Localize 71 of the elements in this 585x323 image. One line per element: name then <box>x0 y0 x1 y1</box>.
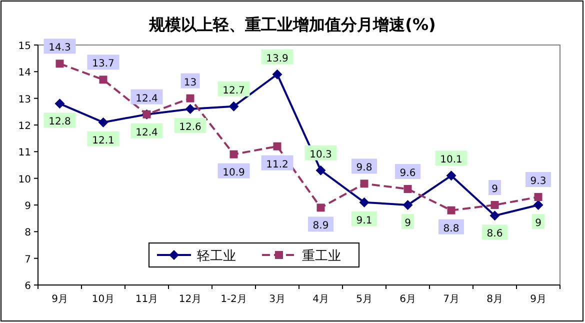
y-tick-label: 11 <box>18 148 31 159</box>
point <box>360 180 368 188</box>
x-tick-label: 5月 <box>356 294 372 305</box>
point <box>316 165 326 176</box>
y-tick-label: 6 <box>24 281 31 292</box>
x-tick-label: 4月 <box>312 294 329 305</box>
data-label: 12.6 <box>179 122 202 133</box>
point <box>404 185 412 193</box>
data-label: 12.4 <box>136 93 158 104</box>
point <box>447 206 456 214</box>
data-label: 13.9 <box>266 53 288 64</box>
data-label: 9 <box>492 184 498 195</box>
y-tick-label: 15 <box>18 41 31 52</box>
data-label: 14.3 <box>48 42 71 54</box>
point <box>272 69 282 80</box>
x-tick-label: 8月 <box>486 294 503 305</box>
point <box>534 193 542 201</box>
chart-title: 规模以上轻、重工业增加值分月增速(%) <box>148 15 436 34</box>
y-tick-label: 10 <box>18 174 31 186</box>
x-tick-label: 12月 <box>178 294 202 305</box>
data-label: 11.2 <box>266 159 288 170</box>
data-label: 10.3 <box>310 149 332 160</box>
data-label: 9.6 <box>400 168 416 179</box>
data-label: 9.3 <box>530 176 546 187</box>
data-label: 9.1 <box>356 215 372 226</box>
point <box>316 204 325 212</box>
point <box>99 76 108 84</box>
point <box>230 150 238 158</box>
data-label: 12.7 <box>222 85 245 96</box>
y-tick-label: 12 <box>18 121 31 132</box>
point <box>273 142 282 150</box>
data-label: 12.1 <box>92 135 114 146</box>
point <box>228 101 239 112</box>
x-tick-label: 11月 <box>135 294 158 305</box>
data-label: 9 <box>404 218 411 229</box>
x-tick-label: 10月 <box>92 294 115 305</box>
data-label: 13 <box>184 77 197 88</box>
y-tick-label: 9 <box>24 201 31 212</box>
point <box>490 201 499 209</box>
legend-label: 重工业 <box>302 249 341 264</box>
y-tick-label: 13 <box>18 94 31 106</box>
x-tick-label: 9月 <box>530 294 546 305</box>
y-tick-label: 14 <box>18 68 31 79</box>
data-label: 12.8 <box>48 116 71 128</box>
point <box>402 200 413 210</box>
point <box>446 170 456 181</box>
x-tick-label: 9月 <box>52 294 68 305</box>
x-tick-label: 3月 <box>269 294 286 305</box>
point <box>186 94 194 102</box>
legend-label: 轻工业 <box>197 249 236 264</box>
x-tick-label: 6月 <box>400 294 416 305</box>
data-label: 8.8 <box>443 223 460 234</box>
point <box>359 197 370 208</box>
data-label: 8.9 <box>312 220 329 232</box>
data-label: 8.6 <box>486 228 503 240</box>
point <box>54 98 65 109</box>
x-tick-label: 1-2月 <box>220 294 247 305</box>
data-label: 12.4 <box>136 127 158 138</box>
data-label: 10.1 <box>440 154 462 166</box>
y-tick-label: 8 <box>24 228 31 239</box>
data-label: 9 <box>535 218 542 229</box>
y-tick-label: 7 <box>24 254 31 266</box>
data-label: 10.9 <box>222 167 245 178</box>
point <box>98 117 108 128</box>
data-label: 9.8 <box>356 162 372 174</box>
point <box>185 104 196 114</box>
point <box>490 210 500 221</box>
x-tick-label: 7月 <box>443 294 460 305</box>
data-label: 13.7 <box>92 58 114 70</box>
point <box>56 60 64 68</box>
point <box>533 200 544 210</box>
